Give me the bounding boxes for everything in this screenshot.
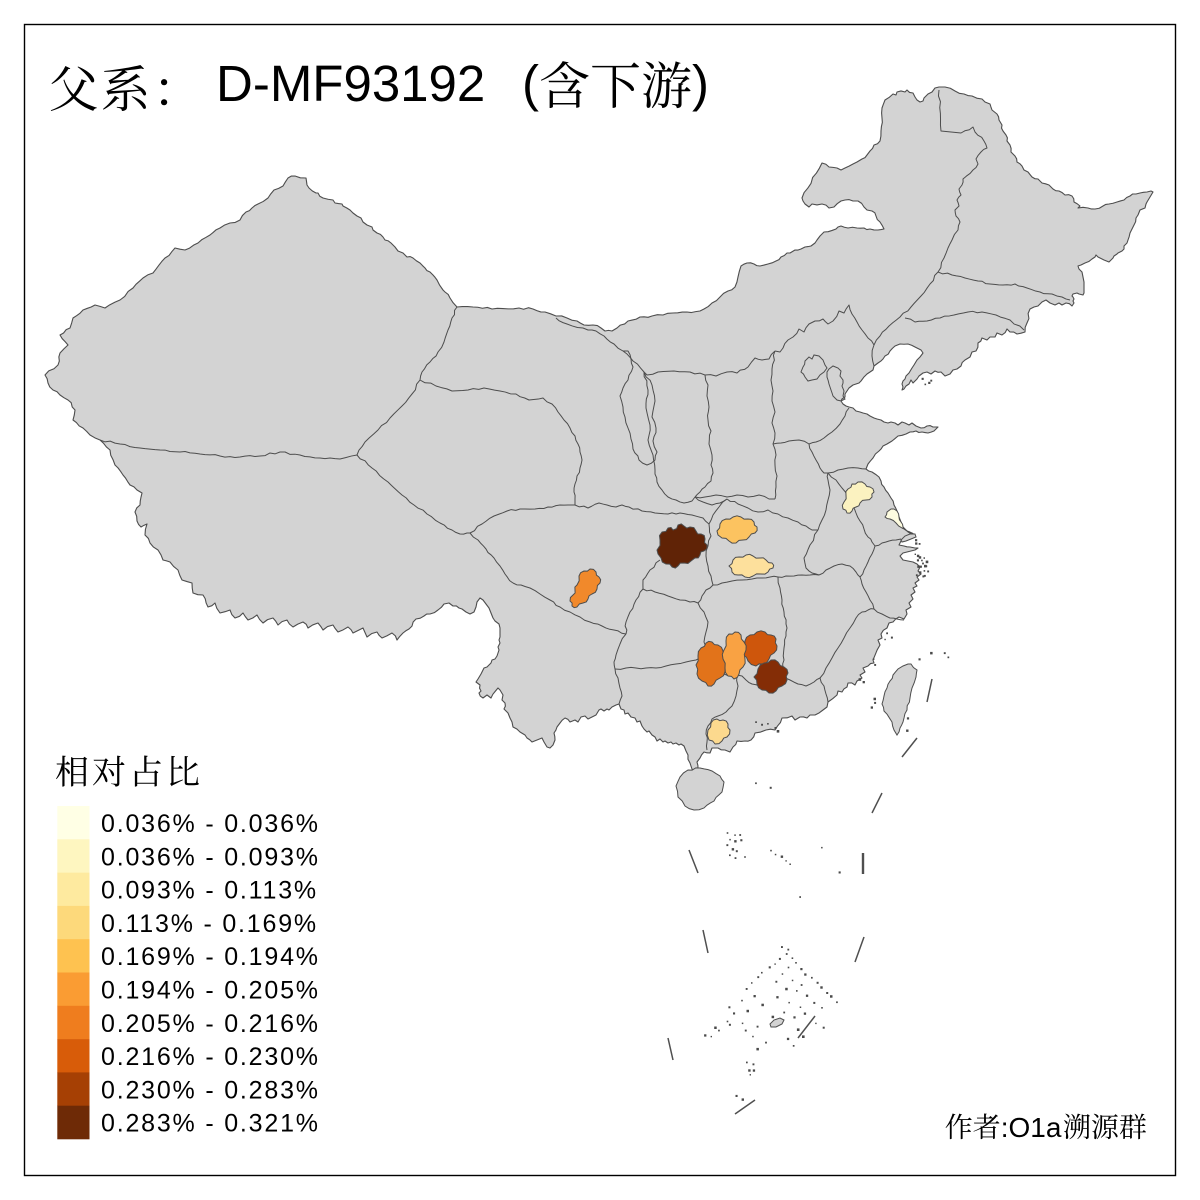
svg-text:0.205% - 0.216%: 0.205% - 0.216% bbox=[101, 1010, 320, 1038]
svg-text:): ) bbox=[692, 55, 709, 112]
svg-text::O1a: :O1a bbox=[1001, 1112, 1062, 1143]
svg-text:0.036% - 0.093%: 0.036% - 0.093% bbox=[101, 843, 320, 871]
svg-text:0.093% - 0.113%: 0.093% - 0.113% bbox=[101, 877, 318, 905]
svg-text:(: ( bbox=[522, 55, 539, 112]
svg-text:0.169% - 0.194%: 0.169% - 0.194% bbox=[101, 943, 320, 971]
svg-text:0.194% - 0.205%: 0.194% - 0.205% bbox=[101, 977, 320, 1005]
svg-text:0.230% - 0.283%: 0.230% - 0.283% bbox=[101, 1076, 320, 1104]
svg-text:0.283% - 0.321%: 0.283% - 0.321% bbox=[101, 1110, 320, 1138]
svg-text:D-MF93192: D-MF93192 bbox=[216, 55, 485, 112]
svg-text:0.036% - 0.036%: 0.036% - 0.036% bbox=[101, 810, 320, 838]
svg-text:0.113% - 0.169%: 0.113% - 0.169% bbox=[101, 910, 318, 938]
svg-text:0.216% - 0.230%: 0.216% - 0.230% bbox=[101, 1043, 320, 1071]
